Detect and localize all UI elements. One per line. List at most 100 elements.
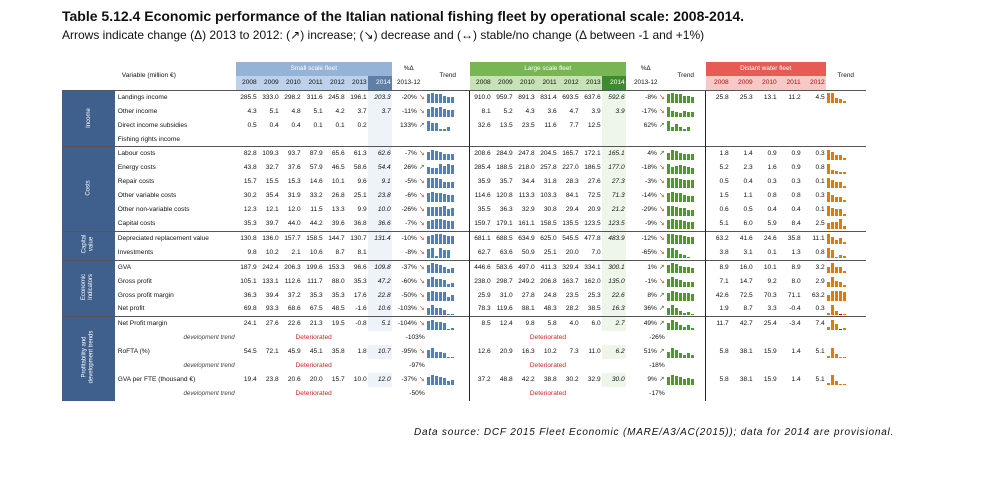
trend-sparkline [426,290,469,301]
dwf-value: 0.5 [705,175,730,190]
ssf-value: 23.8 [265,375,279,383]
dwf-value: 1.3 [791,248,801,256]
dwf-value: 0.3 [801,146,826,162]
trend-bar [678,207,682,216]
dwf-value: 2.3 [743,164,753,172]
dwf-trend [826,105,866,119]
ssf-value: 13.3 [331,206,345,214]
trend-bar [670,191,674,202]
trend-bar [686,153,690,160]
lsf-trend [665,259,706,275]
dwf-value: 38.1 [739,375,753,383]
ssf-delta: -6% ↘ [392,189,426,203]
trend-bar [438,107,442,118]
lsf-value: 42.2 [521,375,535,383]
trend-sparkline [666,374,705,386]
trend-bar [438,192,442,202]
lsf-year-header: 2011 [535,75,558,91]
dwf-value: 71.1 [787,291,801,299]
trend-bar [442,322,446,330]
lsf-delta: -12% ↘ [625,230,666,246]
header-row-groups: Variable (million €) Small scale fleet %… [62,62,866,79]
trend-bar [450,110,454,118]
ssf-value: 4.8 [291,107,301,115]
trend-bar [834,281,838,288]
dwf-value: 25.4 [753,316,778,332]
arrow-down-icon: ↘ [416,248,425,256]
ssf-value [302,133,324,147]
lsf-value: 634.9 [513,230,536,246]
trend-bar [830,194,834,202]
trend-bar [842,242,846,245]
trend-bar [678,192,682,202]
ssf-value: 130.7 [345,230,368,246]
trend-bar [678,266,682,274]
dwf-trend [826,373,866,387]
trend-sparkline [666,247,705,259]
arrow-down-icon: ↘ [656,248,665,256]
ssf-trend-empty [426,387,470,401]
lsf-value: 165.7 [557,146,580,162]
trend-bar [834,267,838,274]
ssf-value: 93.3 [265,305,279,313]
row-label: Investments [117,248,154,256]
lsf-delta: -18% ↘ [626,161,666,175]
lsf-value: 11.0 [588,348,601,356]
trend-bar [674,165,678,174]
ssf-value: 26.8 [331,192,345,200]
trend-bar [446,250,450,259]
dwf-value: 1.1 [743,192,753,200]
lsf-value: 135.5 [562,219,579,227]
arrow-down-icon: ↘ [656,107,665,115]
dwf-value: 24.6 [753,230,778,246]
arrow-down-icon: ↘ [416,178,425,186]
arrow-down-icon: ↘ [416,277,425,285]
ssf-value: 109.3 [257,146,280,162]
ssf-value: 112.6 [284,277,301,285]
lsf-year-header: 2013 [579,75,602,91]
trend-bar [674,264,678,274]
lsf-value: 31.8 [543,178,557,186]
trend-bar [674,206,678,216]
arrow-down-icon: ↘ [416,375,425,383]
lsf-trend-empty [666,359,706,373]
trend-bar [834,170,838,174]
dwf-value: 63.2 [811,291,825,299]
ssf-year-header: 2010 [279,75,302,91]
ssf-value: 87.9 [301,146,324,162]
lsf-value: 27.3 [601,175,626,190]
trend-bar [670,166,674,174]
arrow-down-icon: ↘ [656,234,665,242]
trend-bar [691,130,694,131]
trend-bar [450,313,454,315]
lsf-trend [665,316,706,332]
ssf-value: 22.8 [367,288,392,303]
lsf-value: 497.0 [513,259,536,275]
dwf-value: 72.5 [739,291,753,299]
trend-bar [430,277,434,288]
trend-bar [426,121,430,132]
dwf-value: 8.4 [791,219,801,227]
trend-bar [434,351,438,358]
trend-bar [430,235,434,245]
dwf-value: 7.4 [801,316,826,332]
ssf-year-header: 2012 [323,75,346,91]
trend-bar [682,165,686,174]
trend-bar [434,150,438,160]
trend-bar [430,319,434,330]
lsf-value: 23.5 [565,291,579,299]
trend-bar [842,213,846,216]
trend-sparkline [426,319,469,330]
lsf-trend [665,89,706,105]
lsf-value: 23.5 [521,121,535,129]
trend-bar [830,263,834,274]
dwf-value: 1.4 [791,375,801,383]
trend-bar [438,265,442,274]
row-label: Other non-variable costs [117,206,190,214]
trend-bar [830,277,834,288]
trend-bar [446,356,450,358]
ssf-value: 35.4 [265,192,279,200]
lsf-value: 247.8 [513,146,536,162]
trend-bar [674,192,678,202]
lsf-delta-value: 51% [643,348,657,356]
